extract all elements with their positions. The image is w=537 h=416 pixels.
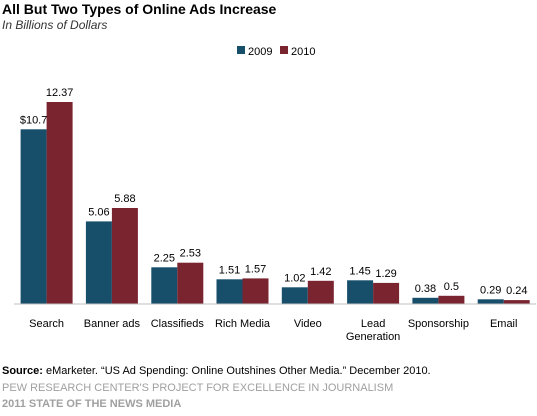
legend-label-2009: 2009 bbox=[248, 46, 272, 58]
category-label-6: Sponsorship bbox=[408, 318, 469, 330]
bar-2010-4 bbox=[307, 280, 334, 304]
bar-2010-2 bbox=[177, 262, 204, 304]
bar-2010-3 bbox=[242, 278, 269, 304]
value-label-2010-3: 1.57 bbox=[245, 263, 266, 275]
value-label-2009-6: 0.38 bbox=[415, 283, 436, 295]
source-prefix: Source: bbox=[2, 365, 43, 377]
value-label-2009-0: $10.7 bbox=[20, 114, 48, 126]
value-label-2010-4: 1.42 bbox=[310, 266, 331, 278]
value-labels: $10.7 12.37 5.06 5.88 2.25 2.53 1.51 1.57 1.02 1.… bbox=[20, 87, 528, 297]
report-credit: 2011 State of the News Media bbox=[2, 398, 182, 410]
category-label-2: Classifieds bbox=[151, 318, 205, 330]
value-label-2009-1: 5.06 bbox=[88, 206, 109, 218]
category-label-4: Video bbox=[294, 318, 322, 330]
bar-2009-0 bbox=[20, 129, 47, 304]
bar-2009-5 bbox=[347, 280, 374, 304]
value-label-2009-3: 1.51 bbox=[219, 264, 240, 276]
bar-2009-2 bbox=[151, 267, 178, 304]
value-label-2010-7: 0.24 bbox=[506, 285, 527, 297]
bar-2010-0 bbox=[46, 102, 73, 304]
value-label-2009-7: 0.29 bbox=[480, 284, 501, 296]
organization-credit: Pew Research Center's Project for Excell… bbox=[2, 382, 394, 394]
category-label-0: Search bbox=[29, 318, 64, 330]
bar-2009-3 bbox=[216, 279, 243, 304]
value-label-2009-2: 2.25 bbox=[154, 252, 175, 264]
bars bbox=[20, 102, 530, 304]
value-label-2010-0: 12.37 bbox=[46, 87, 74, 99]
value-label-2010-1: 5.88 bbox=[114, 193, 135, 205]
category-label-5: Lead Generation bbox=[346, 318, 400, 343]
legend-swatch-2009 bbox=[237, 46, 245, 54]
category-labels: Search Banner ads Classifieds Rich Media Vid… bbox=[29, 318, 517, 343]
bar-2009-4 bbox=[281, 287, 308, 304]
category-label-3: Rich Media bbox=[215, 318, 271, 330]
category-label-1: Banner ads bbox=[84, 318, 141, 330]
bar-2009-1 bbox=[85, 221, 112, 304]
bar-2010-6 bbox=[438, 295, 465, 304]
bar-2010-1 bbox=[111, 208, 138, 304]
bar-2010-5 bbox=[373, 282, 400, 304]
bar-2009-7 bbox=[477, 299, 504, 304]
legend-swatch-2010 bbox=[280, 46, 288, 54]
category-label-7: Email bbox=[490, 318, 518, 330]
legend-label-2010: 2010 bbox=[291, 46, 315, 58]
bar-2009-6 bbox=[412, 297, 439, 304]
value-label-2010-2: 2.53 bbox=[180, 248, 201, 260]
source-note: Source: eMarketer. “US Ad Spending: Onli… bbox=[2, 365, 431, 377]
chart-title: All But Two Types of Online Ads Increase bbox=[2, 1, 277, 17]
value-label-2009-4: 1.02 bbox=[284, 272, 305, 284]
source-text: eMarketer. “US Ad Spending: Online Outsh… bbox=[42, 365, 431, 377]
legend: 2009 2010 bbox=[237, 46, 315, 58]
chart-subtitle: In Billions of Dollars bbox=[2, 18, 108, 32]
value-label-2009-5: 1.45 bbox=[349, 265, 370, 277]
bar-2010-7 bbox=[503, 300, 530, 304]
value-label-2010-5: 1.29 bbox=[375, 268, 396, 280]
value-label-2010-6: 0.5 bbox=[444, 281, 459, 293]
